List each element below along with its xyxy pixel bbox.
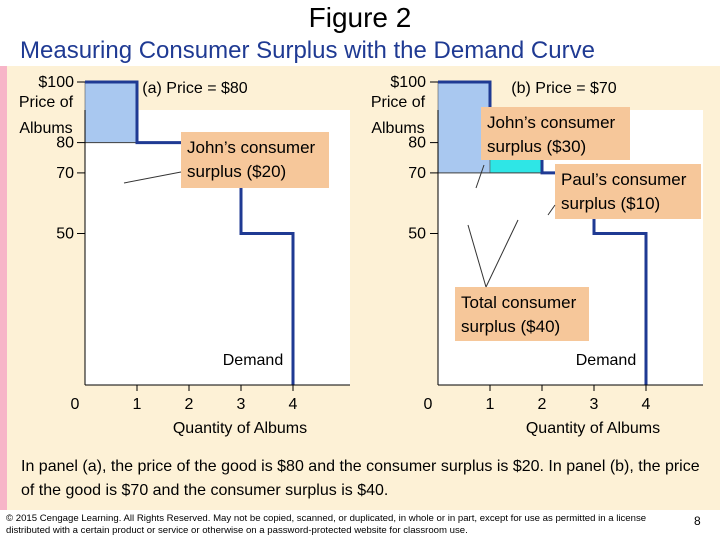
footer-bar <box>0 510 720 540</box>
panel-a-x-tick-label-4: 4 <box>289 396 298 413</box>
panel-b-x-axis-label: Quantity of Albums <box>526 420 660 437</box>
panel-b-annotation-pointer-2-1 <box>547 204 556 216</box>
panel-b-y-tick-label-100: $100 <box>390 74 426 91</box>
slide-subtitle: Measuring Consumer Surplus with the Dema… <box>20 37 595 64</box>
left-accent-strip <box>0 66 7 540</box>
panel-a-panel-title: (a) Price = $80 <box>142 80 247 97</box>
panel-a-y-tick-label-50: 50 <box>56 226 74 243</box>
panel-b-x-tick-label-4: 4 <box>642 396 651 413</box>
panel-b-annotation-2-line1: Paul’s consumer <box>561 170 687 189</box>
page-number: 8 <box>694 514 701 528</box>
panel-b-demand-label: Demand <box>576 352 636 369</box>
copyright-notice: © 2015 Cengage Learning. All Rights Rese… <box>6 513 647 536</box>
panel-b-y-axis-label-line1: Price of <box>371 94 426 111</box>
panel-b-annotation-2-line2: surplus ($10) <box>561 194 660 213</box>
panel-b-annotation-pointer-1-1 <box>475 164 485 189</box>
panel-b-x-tick-label-1: 1 <box>486 396 495 413</box>
panel-a-x-tick-label-3: 3 <box>237 396 246 413</box>
panel-b-demand-curve <box>438 80 648 385</box>
panel-a-x-axis-label: Quantity of Albums <box>173 420 307 437</box>
panel-a-y-axis-label-line1: Price of <box>19 94 74 111</box>
panel-a-demand-label: Demand <box>223 352 283 369</box>
panel-b-annotation-1-line2: surplus ($30) <box>487 137 586 156</box>
panel-b-y-tick-label-70: 70 <box>408 165 426 182</box>
panel-b-annotation-3-line2: surplus ($40) <box>461 317 560 336</box>
panel-b-y-axis-label-line2: Albums <box>371 120 424 137</box>
panel-b-annotation-box-1 <box>481 107 630 160</box>
panel-a-surplus-region-john <box>84 81 138 143</box>
panel-a-y-tick-label-100: $100 <box>38 74 74 91</box>
panel-a-x-tick-label-0: 0 <box>71 396 80 413</box>
panel-b-annotation-box-3 <box>455 287 589 341</box>
panel-a-y-tick-label-70: 70 <box>56 165 74 182</box>
panel-a-annotation-1-line1: John’s consumer <box>187 138 316 157</box>
panel-a-y-tick-label-80: 80 <box>56 135 74 152</box>
panel-b-annotation-pointer-3-1 <box>467 224 487 288</box>
panel-a-annotation-box-1 <box>181 132 329 188</box>
panel-b-y-tick-label-50: 50 <box>408 226 426 243</box>
panel-a-y-axis-label-line2: Albums <box>19 120 72 137</box>
panel-b-x-tick-label-2: 2 <box>538 396 547 413</box>
panel-a-x-tick-label-2: 2 <box>185 396 194 413</box>
figure-caption: In panel (a), the price of the good is $… <box>21 458 700 499</box>
panel-b-annotation-pointer-3-2 <box>485 219 519 288</box>
panel-a-x-tick-label-1: 1 <box>133 396 142 413</box>
panel-b-annotation-1-line1: John’s consumer <box>487 113 616 132</box>
panel-a-annotation-pointer-1-1 <box>123 171 182 184</box>
panel-b-annotation-3-line1: Total consumer <box>461 293 577 312</box>
panel-b-x-tick-label-3: 3 <box>590 396 599 413</box>
panel-a-annotation-1-line2: surplus ($20) <box>187 162 286 181</box>
panel-b-annotation-box-2 <box>555 164 701 219</box>
panel-b-panel-title: (b) Price = $70 <box>511 80 616 97</box>
panel-b-x-tick-label-0: 0 <box>424 396 433 413</box>
slide-title: Figure 2 <box>308 2 412 33</box>
panel-b-y-tick-label-80: 80 <box>408 135 426 152</box>
